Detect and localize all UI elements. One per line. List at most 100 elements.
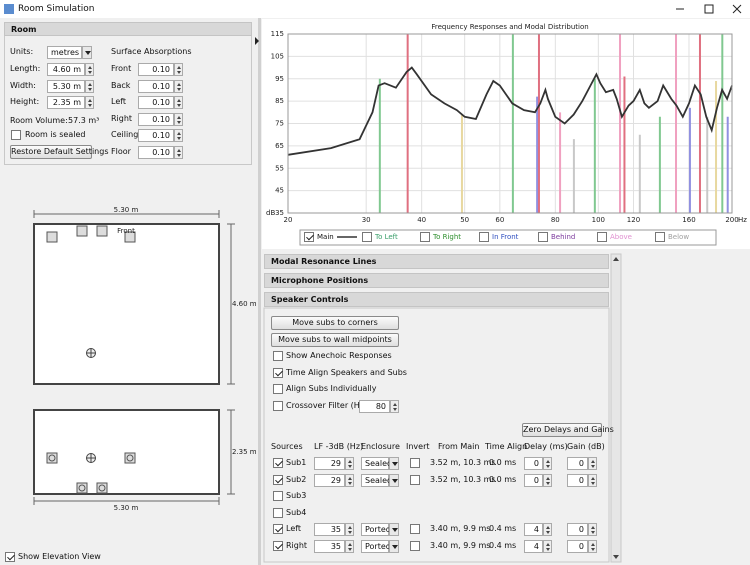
number-field[interactable]: 0.10 (138, 129, 174, 142)
spinner[interactable] (345, 457, 354, 470)
panel-header[interactable]: Modal Resonance Lines (264, 254, 609, 269)
number-field[interactable]: 4 (524, 540, 543, 553)
spinner[interactable] (345, 523, 354, 536)
splitter[interactable] (258, 18, 261, 565)
label: Show Anechoic Responses (286, 351, 392, 360)
close[interactable] (732, 4, 742, 14)
spinner[interactable] (174, 80, 183, 93)
number-field[interactable]: 0 (567, 523, 588, 536)
spinner[interactable] (390, 400, 399, 413)
checkbox[interactable] (538, 232, 548, 242)
checkbox[interactable] (273, 368, 283, 378)
checkbox[interactable] (273, 475, 283, 485)
checkbox[interactable] (11, 130, 21, 140)
number-field[interactable]: 4 (524, 523, 543, 536)
scrollbar[interactable] (610, 253, 622, 563)
button[interactable]: Zero Delays and Gains (522, 423, 614, 437)
checkbox[interactable] (273, 491, 283, 501)
checkbox[interactable] (597, 232, 607, 242)
checkbox[interactable] (410, 524, 420, 534)
checkbox[interactable] (479, 232, 489, 242)
panel-header[interactable]: Microphone Positions (264, 273, 609, 288)
dropdown-arrow[interactable] (389, 457, 399, 470)
dropdown-arrow[interactable] (82, 46, 92, 59)
from-main: 3.52 m, 10.3 ms (430, 475, 496, 484)
column-header: Delay (ms) (524, 442, 568, 451)
source-name: Right (286, 541, 308, 550)
dropdown[interactable]: Ported (361, 540, 391, 553)
spinner[interactable] (174, 129, 183, 142)
y-tick-label: 115 (271, 30, 284, 38)
number-field[interactable]: 35 (314, 540, 345, 553)
number-field[interactable]: 0.10 (138, 113, 174, 126)
column-header: Sources (271, 442, 303, 451)
number-field[interactable]: 0 (567, 474, 588, 487)
number-field[interactable]: 0.10 (138, 63, 174, 76)
spinner[interactable] (588, 457, 597, 470)
spinner[interactable] (85, 63, 94, 76)
button[interactable]: Restore Default Settings (10, 145, 108, 159)
number-field[interactable]: 4.60 m (47, 63, 85, 76)
spinner[interactable] (174, 63, 183, 76)
dropdown[interactable]: Ported (361, 523, 391, 536)
maximize[interactable] (704, 4, 714, 14)
number-field[interactable]: 5.30 m (47, 80, 85, 93)
splitter-handle[interactable] (255, 37, 259, 45)
spinner[interactable] (85, 96, 94, 109)
spinner[interactable] (588, 523, 597, 536)
checkbox[interactable] (410, 458, 420, 468)
checkbox[interactable] (273, 351, 283, 361)
number-field[interactable]: 29 (314, 474, 345, 487)
spinner[interactable] (588, 474, 597, 487)
checkbox[interactable] (420, 232, 430, 242)
spinner[interactable] (588, 540, 597, 553)
checkbox[interactable] (273, 524, 283, 534)
spinner[interactable] (85, 80, 94, 93)
number-field[interactable]: 0.10 (138, 96, 174, 109)
legend-entry: Behind (551, 233, 576, 241)
spinner[interactable] (345, 474, 354, 487)
spinner[interactable] (345, 540, 354, 553)
button[interactable]: Move subs to wall midpoints (271, 333, 399, 347)
spinner[interactable] (543, 474, 552, 487)
spinner[interactable] (543, 457, 552, 470)
checkbox[interactable] (304, 232, 314, 242)
button[interactable]: Move subs to corners (271, 316, 399, 330)
source-name: Left (286, 524, 302, 533)
checkbox[interactable] (273, 401, 283, 411)
checkbox[interactable] (5, 552, 15, 562)
number-field[interactable]: 0 (524, 474, 543, 487)
number-field[interactable]: 29 (314, 457, 345, 470)
checkbox[interactable] (655, 232, 665, 242)
number-field[interactable]: 35 (314, 523, 345, 536)
dropdown-arrow[interactable] (389, 474, 399, 487)
spinner[interactable] (543, 540, 552, 553)
dropdown[interactable]: Sealed (361, 474, 392, 487)
number-field[interactable]: 0.10 (138, 146, 174, 159)
checkbox[interactable] (273, 384, 283, 394)
dropdown-arrow[interactable] (389, 523, 399, 536)
spinner[interactable] (174, 113, 183, 126)
spinner[interactable] (543, 523, 552, 536)
window-title: Room Simulation (18, 4, 95, 14)
checkbox[interactable] (410, 541, 420, 551)
spinner[interactable] (174, 96, 183, 109)
label: Left (111, 97, 127, 106)
dimension-lines (33, 409, 235, 505)
number-field[interactable]: 0 (524, 457, 543, 470)
checkbox[interactable] (273, 508, 283, 518)
number-field[interactable]: 0 (567, 540, 588, 553)
spinner[interactable] (174, 146, 183, 159)
number-field[interactable]: 0.10 (138, 80, 174, 93)
number-field[interactable]: 2.35 m (47, 96, 85, 109)
dropdown[interactable]: Sealed (361, 457, 392, 470)
checkbox[interactable] (273, 541, 283, 551)
panel-header[interactable]: Speaker Controls (264, 292, 609, 307)
dropdown[interactable]: metres (47, 46, 82, 59)
number-field[interactable]: 80 (359, 400, 390, 413)
checkbox[interactable] (273, 458, 283, 468)
checkbox[interactable] (410, 475, 420, 485)
dropdown-arrow[interactable] (389, 540, 399, 553)
checkbox[interactable] (362, 232, 372, 242)
number-field[interactable]: 0 (567, 457, 588, 470)
